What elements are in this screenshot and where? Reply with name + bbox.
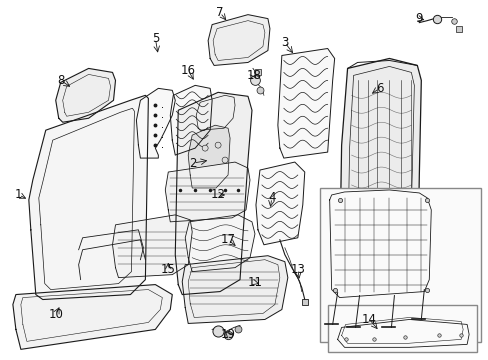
Text: 12: 12 [210,188,225,202]
Text: 13: 13 [290,263,305,276]
Circle shape [202,145,208,151]
Text: 18: 18 [246,69,261,82]
Bar [327,305,476,352]
Polygon shape [277,49,334,158]
Text: 7: 7 [216,6,224,19]
Text: 6: 6 [375,82,383,95]
Polygon shape [182,256,287,323]
Polygon shape [175,92,251,294]
Circle shape [215,142,221,148]
Text: 14: 14 [361,313,376,326]
Text: 19: 19 [220,328,235,341]
Polygon shape [136,88,175,158]
Polygon shape [56,68,115,122]
Text: 2: 2 [189,157,197,170]
Text: 17: 17 [220,233,235,246]
Text: 11: 11 [247,276,262,289]
Polygon shape [208,15,269,66]
Text: 1: 1 [15,188,22,202]
Text: 8: 8 [57,74,64,87]
Polygon shape [339,58,421,315]
Polygon shape [170,85,212,155]
Text: 10: 10 [48,308,63,321]
Polygon shape [13,285,172,349]
Text: 9: 9 [415,12,422,25]
Bar [319,188,480,342]
Polygon shape [112,215,192,278]
Polygon shape [165,162,249,222]
Circle shape [222,157,227,163]
Text: 16: 16 [181,64,195,77]
Text: 4: 4 [267,192,275,204]
Polygon shape [29,95,148,300]
Text: 3: 3 [281,36,288,49]
Polygon shape [185,215,254,272]
Polygon shape [188,125,229,188]
Text: 5: 5 [151,32,159,45]
Text: 15: 15 [161,263,175,276]
Polygon shape [255,162,304,245]
